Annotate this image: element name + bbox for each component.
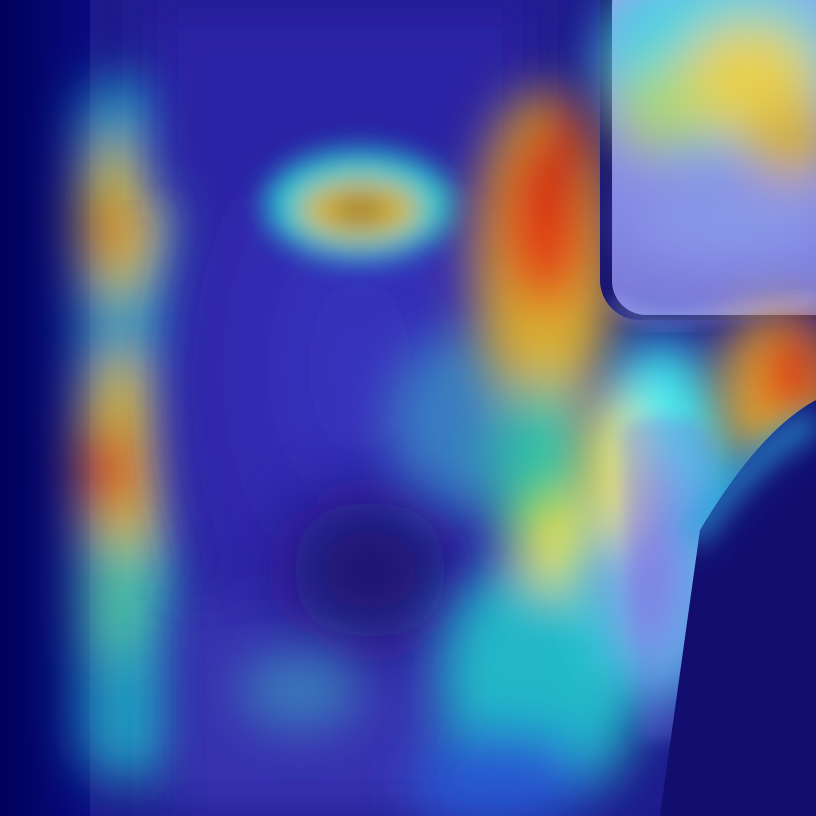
ear-heat (475, 90, 615, 560)
jacket-shadow (660, 400, 816, 816)
window-edge (609, 297, 816, 325)
left-heat-band (80, 80, 190, 780)
beard-shadow (290, 500, 450, 640)
eye-heat (265, 150, 455, 260)
collar-heat (410, 490, 640, 816)
window-upper (600, 0, 816, 320)
left-dark-strip (0, 0, 90, 816)
